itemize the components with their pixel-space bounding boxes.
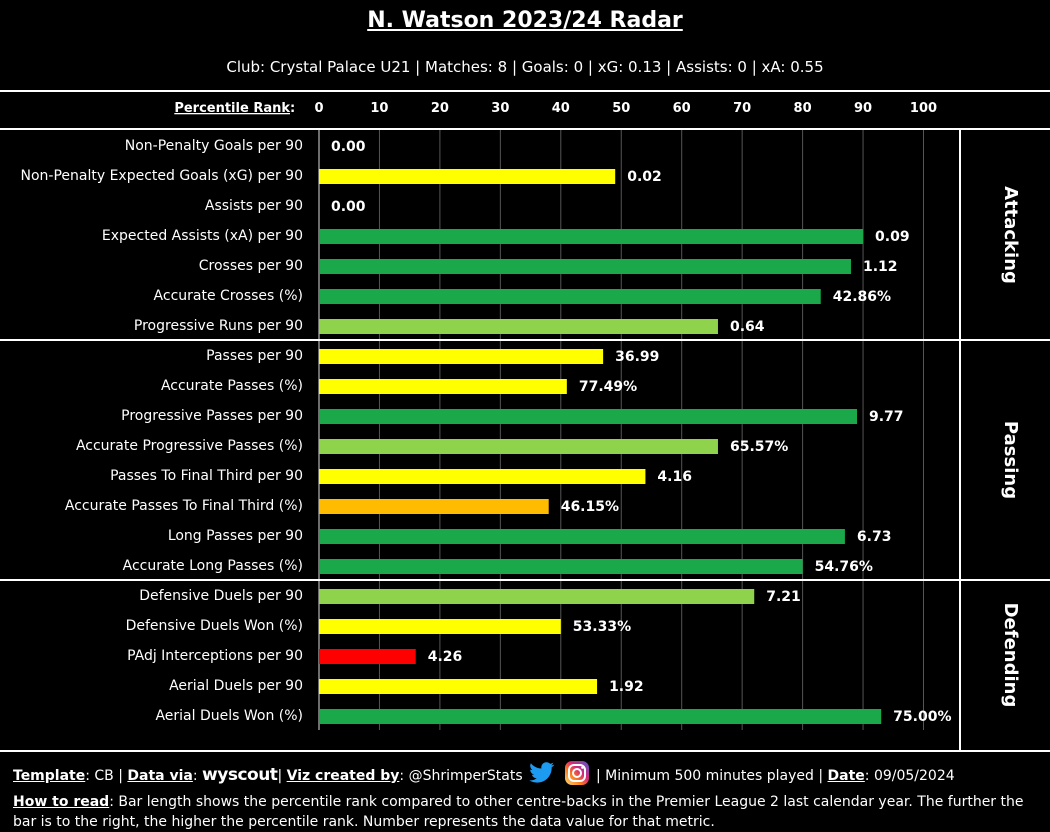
metric-label: Accurate Crosses (%) <box>154 288 303 304</box>
metric-label: Aerial Duels per 90 <box>169 678 303 694</box>
axis-label-colon: : <box>290 101 295 116</box>
date-label: Date <box>827 768 865 784</box>
tick-label-80: 80 <box>794 101 812 116</box>
bar <box>319 529 845 544</box>
bar <box>319 289 821 304</box>
footer: Template: CB | Data via: wyscout| Viz cr… <box>13 760 1043 832</box>
bar <box>319 709 882 724</box>
data-label: 0.09 <box>875 229 910 245</box>
data-via-sep: : <box>192 768 203 784</box>
metric-label: Crosses per 90 <box>199 258 303 274</box>
tick-label-10: 10 <box>370 101 388 116</box>
metric-label: PAdj Interceptions per 90 <box>127 648 303 664</box>
how-to-read-text: : Bar length shows the percentile rank c… <box>13 794 1024 830</box>
bar <box>319 319 718 334</box>
tick-label-40: 40 <box>552 101 570 116</box>
bar <box>319 619 561 634</box>
bar <box>319 169 616 184</box>
chart-title: N. Watson 2023/24 Radar <box>367 8 683 33</box>
metric-label: Defensive Duels Won (%) <box>126 618 303 634</box>
footer-pipe: | <box>277 768 287 784</box>
viz-created-value: : @ShrimperStats <box>399 768 523 784</box>
metric-label: Assists per 90 <box>205 198 303 214</box>
data-label: 75.00% <box>893 709 951 725</box>
instagram-icon <box>564 760 590 792</box>
data-label: 9.77 <box>869 409 904 425</box>
data-label: 54.76% <box>815 559 873 575</box>
metric-label: Progressive Runs per 90 <box>134 318 303 334</box>
data-label: 0.00 <box>331 199 366 215</box>
data-label: 77.49% <box>579 379 637 395</box>
metric-label: Expected Assists (xA) per 90 <box>102 228 303 244</box>
data-label: 4.16 <box>657 469 692 485</box>
data-label: 1.12 <box>863 259 898 275</box>
tick-label-100: 100 <box>910 101 937 116</box>
bar <box>319 469 646 484</box>
how-to-read-label: How to read <box>13 794 110 810</box>
bar <box>319 349 604 364</box>
bar <box>319 679 598 694</box>
bar <box>319 559 803 574</box>
data-label: 7.21 <box>766 589 801 605</box>
data-label: 6.73 <box>857 529 892 545</box>
metric-label: Long Passes per 90 <box>168 528 303 544</box>
data-label: 42.86% <box>833 289 891 305</box>
bar <box>319 499 549 514</box>
tick-label-30: 30 <box>491 101 509 116</box>
data-label: 4.26 <box>428 649 463 665</box>
bar <box>319 379 567 394</box>
tick-label-20: 20 <box>431 101 449 116</box>
wyscout-logo: wyscout <box>202 765 278 785</box>
metric-label: Accurate Progressive Passes (%) <box>76 438 303 454</box>
metric-label: Progressive Passes per 90 <box>121 408 303 424</box>
metric-label: Defensive Duels per 90 <box>139 588 303 604</box>
data-label: 36.99 <box>615 349 659 365</box>
group-label-attacking: Attacking <box>1000 186 1021 284</box>
metric-label: Accurate Passes To Final Third (%) <box>65 498 303 514</box>
footer-how-to-read: How to read: Bar length shows the percen… <box>13 792 1043 832</box>
metric-label: Non-Penalty Goals per 90 <box>125 138 303 154</box>
tick-label-90: 90 <box>854 101 872 116</box>
twitter-icon <box>529 762 555 790</box>
tick-label-50: 50 <box>612 101 630 116</box>
bar <box>319 649 416 664</box>
template-value: : CB | <box>85 768 128 784</box>
percentile-bar-chart: Percentile Rank: 0 10 20 30 40 50 60 70 80 90 100 No… <box>0 90 1050 752</box>
data-label: 65.57% <box>730 439 788 455</box>
tick-label-0: 0 <box>314 101 323 116</box>
group-label-passing: Passing <box>1000 421 1021 499</box>
bar <box>319 589 755 604</box>
data-label: 0.02 <box>627 169 662 185</box>
viz-created-label: Viz created by <box>286 768 400 784</box>
min-minutes-note: | Minimum 500 minutes played | <box>595 768 828 784</box>
metric-label: Accurate Long Passes (%) <box>123 558 303 574</box>
metric-label: Accurate Passes (%) <box>161 378 303 394</box>
template-label: Template <box>13 768 86 784</box>
data-label: 0.64 <box>730 319 765 335</box>
metric-label: Passes per 90 <box>206 348 303 364</box>
metric-label: Aerial Duels Won (%) <box>155 708 303 724</box>
data-label: 1.92 <box>609 679 644 695</box>
tick-label-60: 60 <box>673 101 691 116</box>
metric-label: Passes To Final Third per 90 <box>110 468 303 484</box>
date-value: : 09/05/2024 <box>864 768 955 784</box>
group-label-defending: Defending <box>1000 603 1021 708</box>
data-label: 0.00 <box>331 139 366 155</box>
tick-label-70: 70 <box>733 101 751 116</box>
data-label: 46.15% <box>561 499 619 515</box>
metric-label: Non-Penalty Expected Goals (xG) per 90 <box>20 168 303 184</box>
data-label: 53.33% <box>573 619 631 635</box>
footer-line-1: Template: CB | Data via: wyscout| Viz cr… <box>13 760 1043 792</box>
bar <box>319 439 718 454</box>
axis-label: Percentile Rank <box>174 101 290 116</box>
bar <box>319 409 858 424</box>
bar <box>319 259 851 274</box>
bar <box>319 229 864 244</box>
chart-subtitle: Club: Crystal Palace U21 | Matches: 8 | … <box>226 58 824 76</box>
data-via-label: Data via <box>127 768 193 784</box>
